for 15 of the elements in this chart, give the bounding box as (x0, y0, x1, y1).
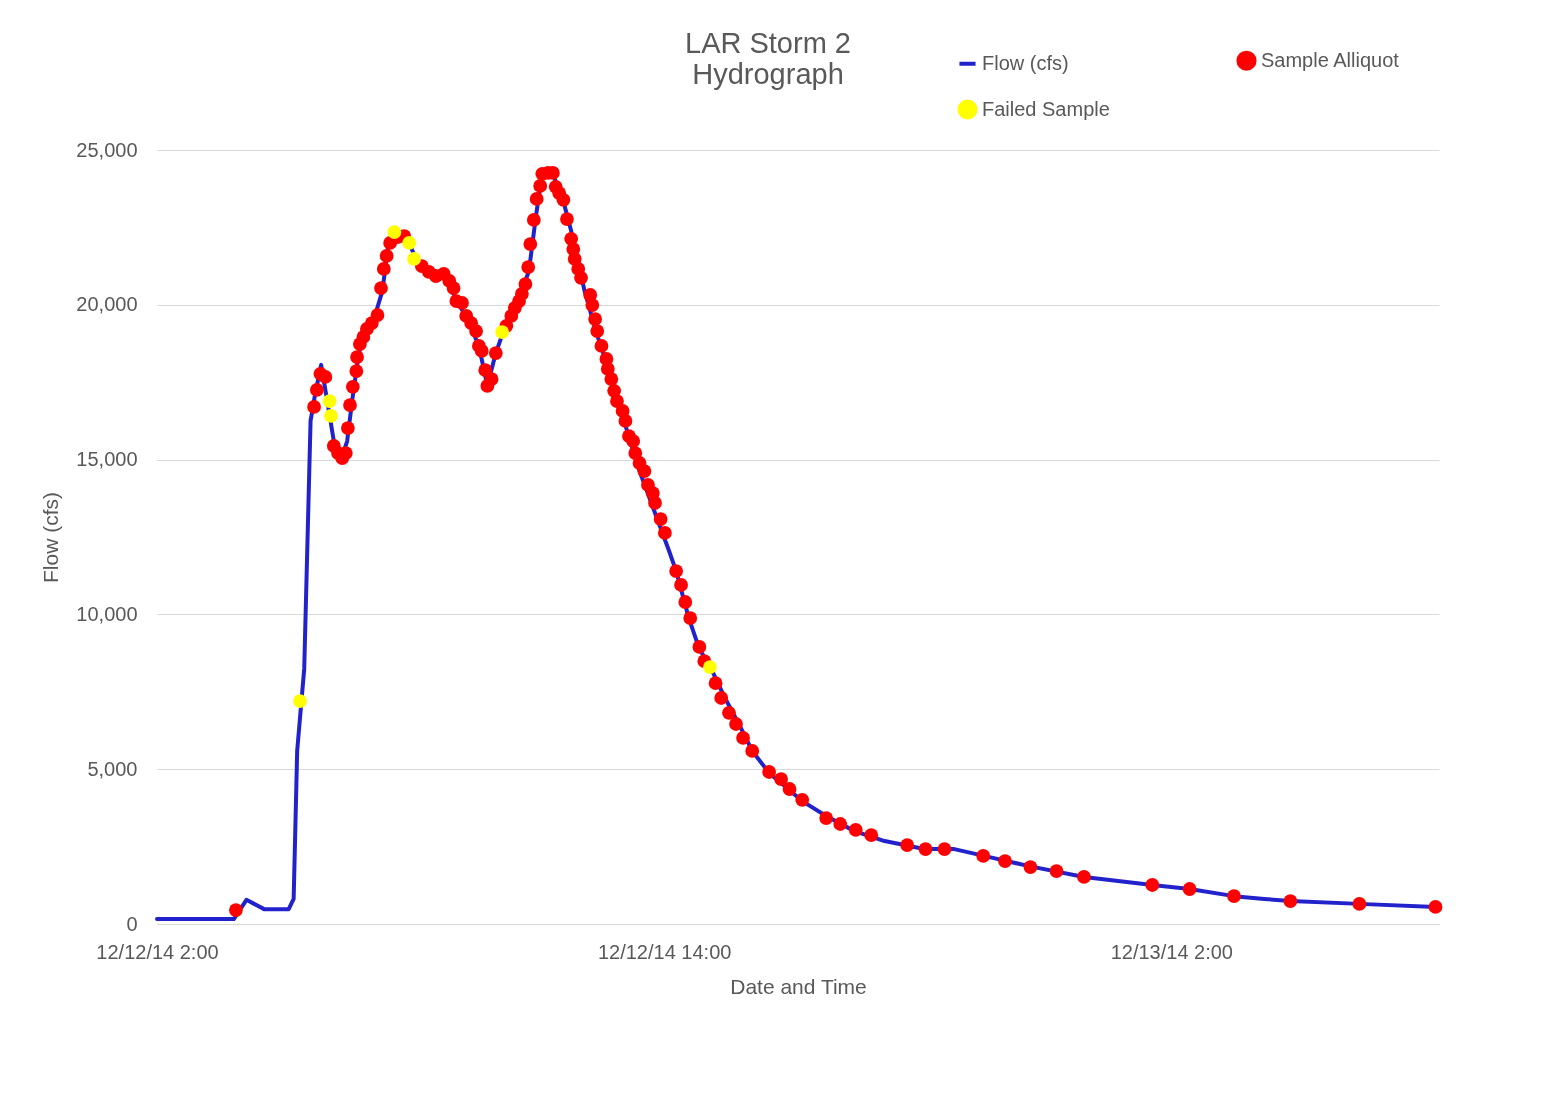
y-tick-label: 20,000 (76, 293, 138, 316)
chart-title: LAR Storm 2 Hydrograph (685, 27, 851, 90)
y-tick-label: 25,000 (76, 138, 138, 161)
legend-label: Failed Sample (982, 97, 1110, 120)
y-tick-label: 15,000 (76, 448, 138, 471)
x-tick-label: 12/13/14 2:00 (1110, 940, 1233, 963)
legend-label: Sample Alliquot (1261, 48, 1400, 71)
y-tick-label: 0 (126, 912, 138, 935)
legend-label: Flow (cfs) (982, 51, 1069, 74)
y-axis-title: Flow (cfs) (39, 492, 63, 583)
x-tick-label: 12/12/14 14:00 (597, 940, 732, 963)
y-tick-label: 5,000 (87, 757, 138, 780)
y-tick-label: 10,000 (76, 602, 138, 625)
x-tick-label: 12/12/14 2:00 (96, 940, 219, 963)
x-axis-title: Date and Time (730, 974, 867, 998)
